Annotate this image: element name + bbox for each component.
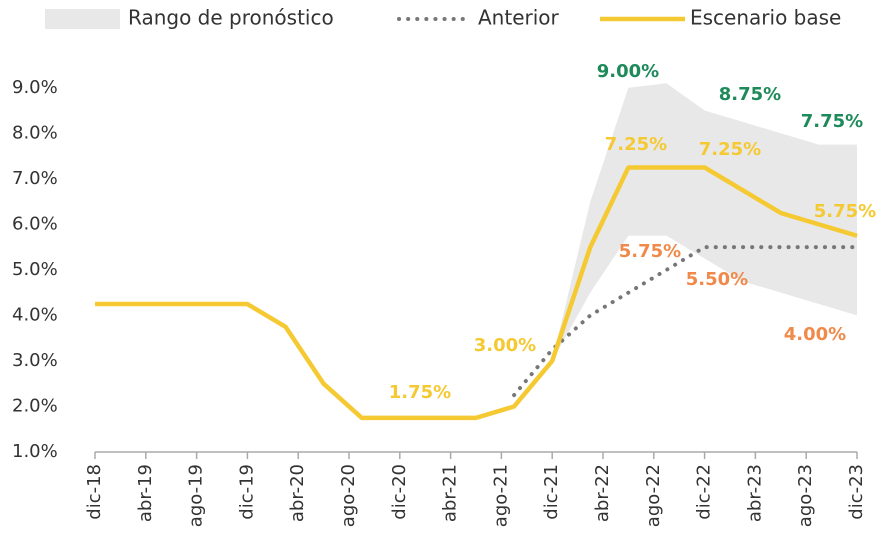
x-tick-label: abr-20	[287, 464, 308, 522]
y-tick-label: 9.0%	[12, 77, 58, 98]
x-tick-label: ago-19	[186, 464, 207, 527]
annotation: 5.75%	[814, 201, 876, 222]
forecast-band	[552, 83, 857, 361]
annotation: 1.75%	[389, 382, 451, 403]
x-tick-label: dic-23	[846, 464, 867, 520]
annotation: 7.75%	[801, 111, 863, 132]
annotation: 7.25%	[605, 134, 667, 155]
y-tick-label: 7.0%	[12, 168, 58, 189]
annotation: 9.00%	[597, 61, 659, 82]
annotation: 7.25%	[699, 139, 761, 160]
x-tick-label: dic-21	[541, 464, 562, 520]
annotation: 4.00%	[784, 324, 846, 345]
y-tick-label: 4.0%	[12, 304, 58, 325]
annotation: 8.75%	[719, 84, 781, 105]
y-tick-label: 1.0%	[12, 441, 58, 462]
legend-label: Escenario base	[690, 6, 841, 30]
y-tick-label: 3.0%	[12, 350, 58, 371]
x-tick-label: abr-21	[440, 464, 461, 522]
x-tick-label: ago-21	[490, 464, 511, 527]
y-tick-label: 5.0%	[12, 259, 58, 280]
annotation: 5.75%	[619, 241, 681, 262]
x-tick-label: abr-22	[592, 464, 613, 522]
x-tick-label: dic-19	[236, 464, 257, 520]
x-tick-label: abr-19	[135, 464, 156, 522]
x-tick-label: dic-18	[84, 464, 105, 520]
x-tick-label: ago-20	[338, 464, 359, 527]
x-tick-label: ago-23	[795, 464, 816, 527]
annotation: 3.00%	[474, 335, 536, 356]
legend-label: Anterior	[478, 6, 560, 30]
legend-swatch	[45, 9, 120, 29]
x-tick-label: dic-20	[389, 464, 410, 520]
base-line	[95, 165, 858, 421]
x-tick-label: abr-23	[744, 464, 765, 522]
y-tick-label: 2.0%	[12, 395, 58, 416]
y-tick-label: 6.0%	[12, 213, 58, 234]
legend-label: Rango de pronóstico	[128, 6, 334, 30]
y-tick-label: 8.0%	[12, 122, 58, 143]
annotation: 5.50%	[686, 269, 748, 290]
x-tick-label: dic-22	[694, 464, 715, 520]
x-tick-label: ago-22	[643, 464, 664, 527]
